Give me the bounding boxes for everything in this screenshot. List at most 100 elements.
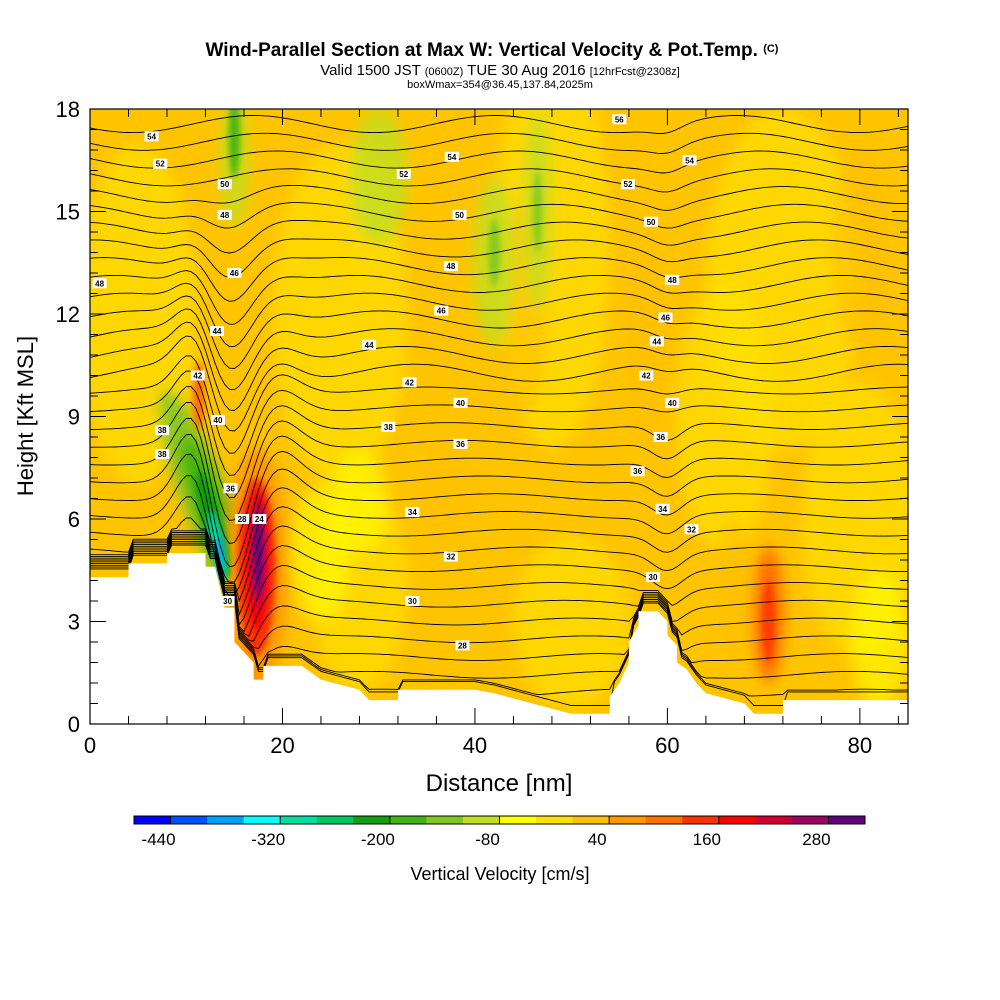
updraft-region bbox=[417, 440, 475, 543]
colorbar-swatch bbox=[572, 816, 610, 824]
y-tick-label: 15 bbox=[56, 200, 80, 225]
contour-label-box bbox=[155, 449, 170, 460]
contour-label: 48 bbox=[446, 262, 455, 271]
contour-label-box bbox=[453, 438, 468, 449]
contour-label-box bbox=[620, 179, 635, 190]
contour-label-box bbox=[217, 179, 232, 190]
subtitle-boxwmax: boxWmax=354@36.45,137.84,2025m bbox=[407, 79, 593, 91]
x-tick-label: 40 bbox=[463, 733, 487, 758]
contour-label: 32 bbox=[446, 553, 455, 562]
theta-contour-line bbox=[90, 257, 908, 302]
contour-label: 44 bbox=[213, 327, 222, 336]
colorbar-swatch bbox=[536, 816, 574, 824]
theta-contour-line bbox=[90, 321, 908, 411]
contour-label-box bbox=[612, 114, 627, 125]
svg-text:Valid 1500 JST (0600Z): Valid 1500 JST (0600Z) TUE 30 Aug 2016 [… bbox=[320, 62, 680, 79]
contour-label-box bbox=[155, 425, 170, 436]
contour-label: 36 bbox=[226, 484, 235, 493]
theta-contour-line bbox=[90, 417, 908, 544]
contour-label: 38 bbox=[384, 423, 393, 432]
colorbar-swatch bbox=[207, 816, 245, 824]
weak-downdraft-region bbox=[330, 450, 389, 554]
theta-contour-line bbox=[90, 355, 908, 454]
contour-label-box bbox=[402, 377, 417, 388]
contour-label-box bbox=[665, 397, 680, 408]
contour-label: 30 bbox=[408, 597, 417, 606]
theta-contour-labels: 54 52 50 48 46 48 44 42 40 38 38 36 28 24 30 56 54 54 52 52… bbox=[92, 114, 699, 651]
colorbar-tick-label: 40 bbox=[588, 830, 607, 849]
theta-contour-line bbox=[90, 453, 908, 584]
theta-contour-line bbox=[90, 335, 908, 432]
contour-label: 38 bbox=[158, 426, 167, 435]
contour-label: 36 bbox=[456, 440, 465, 449]
theta-contour-line bbox=[90, 475, 908, 597]
colorbar-tick-label: -200 bbox=[361, 830, 395, 849]
y-tick-label: 9 bbox=[68, 405, 80, 430]
subtitle-date: TUE 30 Aug 2016 bbox=[467, 62, 585, 79]
contour-label: 28 bbox=[238, 515, 247, 524]
contour-label-box bbox=[443, 261, 458, 272]
colorbar-swatch bbox=[170, 816, 208, 824]
colorbar-swatch bbox=[682, 816, 720, 824]
y-tick-labels: 0 3 6 9 12 15 18 bbox=[56, 97, 80, 737]
contour-label-box bbox=[665, 274, 680, 285]
colorbar-tick-label: -320 bbox=[251, 830, 285, 849]
contour-label: 40 bbox=[214, 416, 223, 425]
contour-label-box bbox=[443, 551, 458, 562]
contour-label-box bbox=[190, 370, 205, 381]
contour-label-box bbox=[405, 507, 420, 518]
updraft-region bbox=[628, 245, 668, 451]
theta-contour-line bbox=[90, 433, 908, 568]
colorbar-tick-label: 280 bbox=[802, 830, 830, 849]
colorbar-tick-label: -440 bbox=[142, 830, 176, 849]
contour-label-box bbox=[453, 397, 468, 408]
theta-contour-line bbox=[90, 150, 908, 174]
contour-label-box bbox=[639, 370, 654, 381]
contour-label-box bbox=[405, 596, 420, 606]
colorbar-swatch bbox=[134, 816, 172, 824]
contour-label-box bbox=[649, 336, 664, 347]
theta-contours bbox=[90, 115, 908, 706]
colorbar-swatch bbox=[791, 816, 829, 824]
subtitle-utc: (0600Z) bbox=[425, 66, 464, 78]
contour-label-box bbox=[144, 131, 159, 142]
contour-label: 38 bbox=[158, 450, 167, 459]
contour-label-box bbox=[381, 421, 396, 432]
colorbar-swatch bbox=[243, 816, 281, 824]
contour-label-box bbox=[655, 503, 670, 514]
contour-label-box bbox=[92, 278, 107, 289]
y-tick-label: 6 bbox=[68, 507, 80, 532]
theta-contour-line bbox=[90, 238, 908, 278]
x-axis-label: Distance [nm] bbox=[426, 770, 573, 797]
x-tick-label: 20 bbox=[270, 733, 294, 758]
theta-contour-line bbox=[90, 295, 908, 369]
downdraft-pocket-upper bbox=[228, 109, 241, 178]
theta-contour-line bbox=[90, 530, 908, 626]
contour-label: 50 bbox=[647, 218, 656, 227]
theta-contour-line bbox=[90, 532, 908, 633]
colorbar bbox=[133, 815, 866, 825]
updraft-lee-core bbox=[761, 580, 776, 663]
contour-label: 42 bbox=[642, 372, 651, 381]
terrain bbox=[90, 553, 908, 724]
chart-title: Wind-Parallel Section at Max W: Vertical… bbox=[206, 40, 758, 61]
theta-contour-line bbox=[90, 282, 908, 348]
subtitle-forecast: [12hrFcst@2308z] bbox=[590, 66, 680, 78]
contour-label: 28 bbox=[458, 641, 467, 650]
theta-contour-line bbox=[90, 370, 908, 476]
contour-label: 50 bbox=[455, 211, 464, 220]
contour-label: 30 bbox=[649, 573, 658, 582]
contour-label: 50 bbox=[220, 180, 229, 189]
contour-label-box bbox=[444, 151, 459, 162]
contour-label: 32 bbox=[687, 525, 696, 534]
colorbar-swatch bbox=[645, 816, 683, 824]
theta-contour-line bbox=[90, 270, 908, 325]
contour-label: 46 bbox=[437, 307, 446, 316]
contour-label-box bbox=[434, 305, 449, 316]
contour-label-box bbox=[220, 596, 235, 606]
theta-contour-line bbox=[90, 168, 908, 193]
theta-contour-line bbox=[90, 535, 908, 642]
subtitle-valid-time: Valid 1500 JST bbox=[320, 62, 420, 79]
theta-contour-line bbox=[90, 115, 908, 134]
